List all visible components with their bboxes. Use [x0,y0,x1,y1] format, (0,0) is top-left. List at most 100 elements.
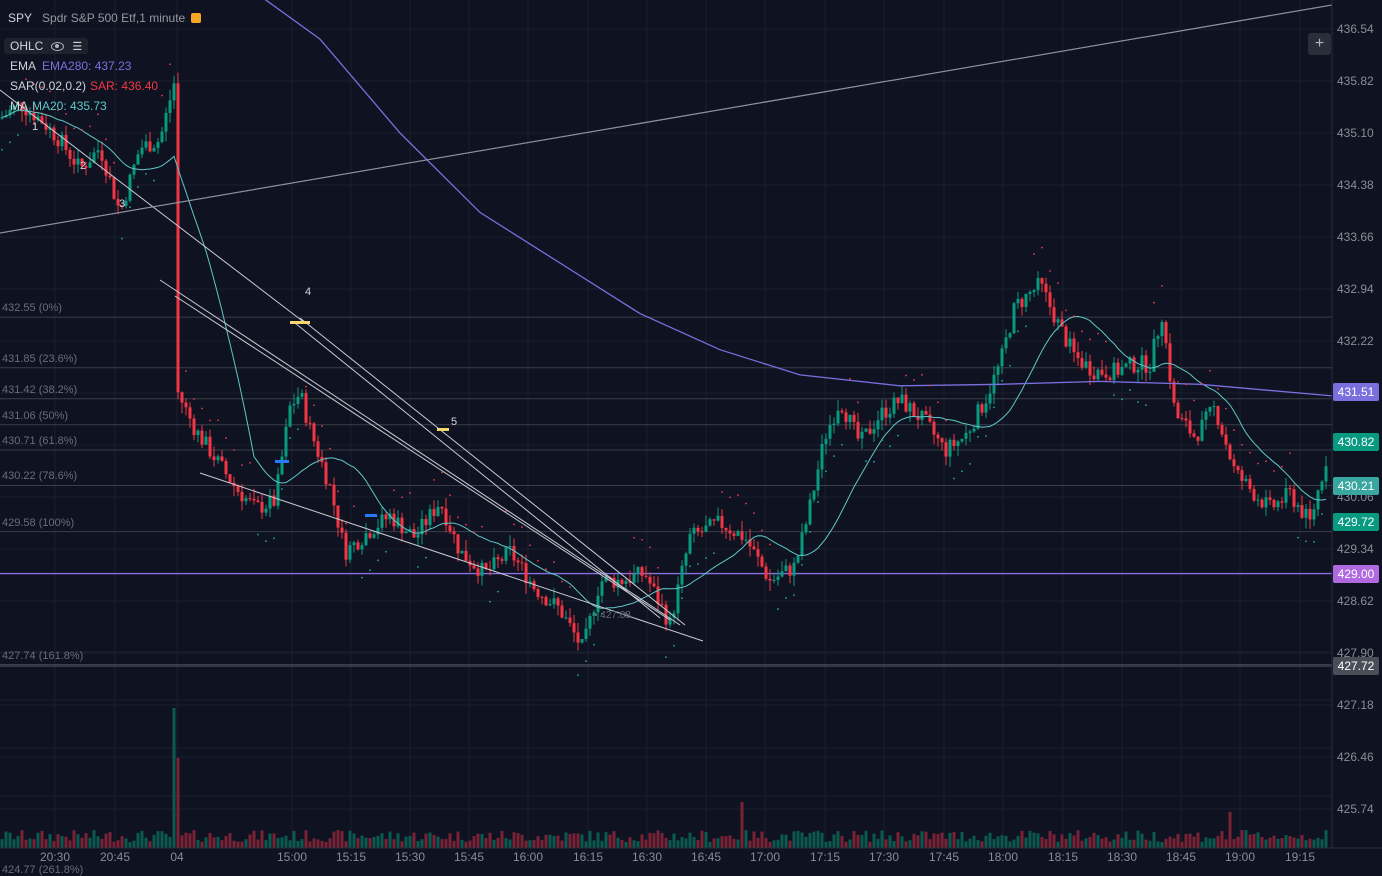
sar-dot [201,407,203,410]
price-tick-label: 425.74 [1337,802,1374,816]
candle-body [272,495,276,506]
price-tag[interactable]: 430.21 [1333,477,1379,496]
sar-dot [129,206,131,209]
time-tick-label: 16:15 [573,850,603,864]
price-tag[interactable]: 429.72 [1333,512,1379,531]
candle-body [744,539,748,541]
sar-dot [137,185,139,188]
candle-body [868,428,872,434]
volume-bar [788,840,792,848]
ohlc-legend-item[interactable]: OHLC ☰ [4,38,89,54]
volume-bar [1252,833,1256,848]
volume-bar [932,833,936,848]
candle-body [1120,366,1124,375]
volume-bar [256,839,260,848]
sar-dot [9,141,11,144]
candle-body [1040,277,1044,284]
candle-body [124,200,128,207]
candle-body [472,565,476,569]
market-status-icon[interactable] [191,13,202,23]
volume-bar [1220,831,1224,848]
volume-bar [1244,830,1248,848]
price-tick-label: 434.38 [1337,178,1374,192]
candle-body [460,550,464,554]
candle-body [900,394,904,404]
candle-body [364,533,368,546]
sar-dot [25,78,27,81]
candle-body [64,134,68,150]
sar-dot [281,488,283,490]
sar-dot [233,449,235,452]
sar-dot [961,470,963,473]
candle-body [252,498,256,501]
ema-legend-item[interactable]: EMA EMA280: 437.23 [4,56,201,76]
sar-dot [33,83,35,85]
candle-body [188,407,192,419]
volume-bar [1228,812,1232,848]
symbol-ticker[interactable]: SPY [8,11,33,25]
add-button[interactable]: + [1308,33,1331,55]
candle-body [976,404,980,429]
sar-dot [593,643,595,646]
sar-dot [489,600,491,603]
ma-legend-item[interactable]: MA MA20: 435.73 [4,96,201,116]
volume-bar [1004,835,1008,848]
candle-body [496,557,500,560]
price-tag[interactable]: 430.82 [1333,433,1379,452]
volume-bar [268,833,272,848]
volume-bar [508,839,512,848]
sar-dot [353,505,355,508]
volume-bar [852,831,856,848]
sar-legend-item[interactable]: SAR(0.02,0.2) SAR: 436.40 [4,76,201,96]
volume-bar [876,838,880,848]
volume-bar [1160,841,1164,848]
sar-dot [825,470,827,473]
sar-value: SAR: 436.40 [90,79,159,93]
volume-bar [32,839,36,848]
candle-body [8,109,12,116]
candle-body [808,499,812,525]
volume-bar [476,833,480,848]
candle-body [1244,478,1248,481]
candle-body [1232,459,1236,467]
volume-bar [548,834,552,848]
price-tag[interactable]: 429.00 [1333,564,1379,583]
volume-bar [1068,833,1072,848]
trend-line [299,317,686,626]
candle-body [84,165,88,168]
price-tag[interactable]: 427.72 [1333,657,1379,675]
volume-bar [648,832,652,848]
time-tick-label: 17:00 [750,850,780,864]
volume-bar [524,840,528,848]
sar-dot [217,419,219,422]
menu-icon[interactable]: ☰ [72,40,83,53]
volume-bar [260,830,264,848]
volume-bar [368,838,372,848]
candle-body [656,586,660,604]
volume-bar [20,830,24,848]
volume-bar [984,835,988,848]
symbol-row[interactable]: SPY Spdr S&P 500 Etf,1 minute [4,8,202,28]
candle-body [932,421,936,435]
candle-body [1272,499,1276,508]
volume-bar [972,835,976,848]
candle-body [832,423,836,426]
fib-level-label: 431.85 (23.6%) [2,352,78,365]
eye-icon[interactable] [51,41,65,51]
candle-body [568,617,572,624]
price-tag[interactable]: 431.51 [1333,383,1379,402]
candle-body [328,484,332,486]
candle-body [172,83,176,101]
candle-body [840,410,844,413]
candle-body [544,596,548,606]
candle-body [368,533,372,538]
sar-dot [1161,285,1163,287]
candle-body [292,403,296,406]
price-tick-label: 432.94 [1337,282,1374,296]
candle-body [664,604,668,625]
volume-bar [968,838,972,848]
candle-body [184,402,188,408]
volume-bar [676,840,680,848]
candle-body [1012,303,1016,334]
